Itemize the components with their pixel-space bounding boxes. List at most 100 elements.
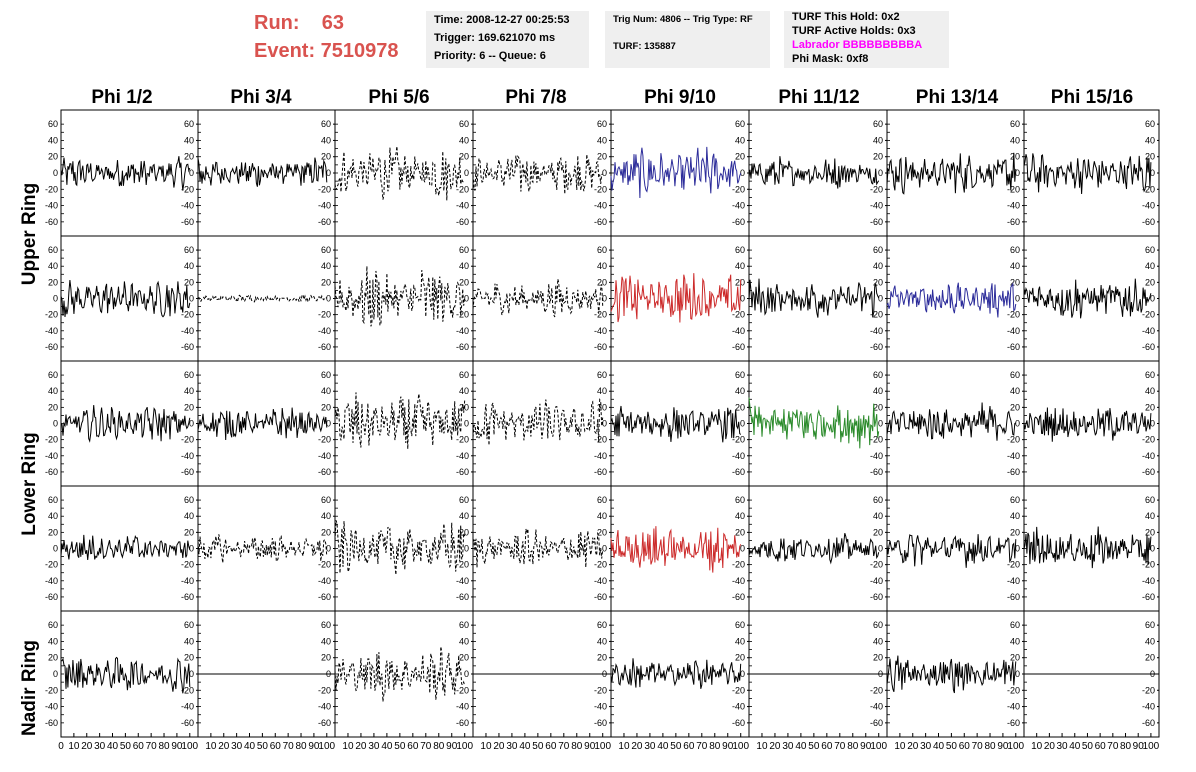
- y-tick-label: -60: [870, 342, 883, 352]
- y-tick-label: 0: [53, 544, 58, 554]
- y-tick-label: -60: [456, 217, 469, 227]
- info-box-time: Time: 2008-12-27 00:25:53 Trigger: 169.6…: [426, 11, 589, 68]
- y-tick-label: 0: [1150, 294, 1155, 304]
- y-tick-label: -20: [594, 435, 607, 445]
- info-box-trig: Trig Num: 4806 -- Trig Type: RF TURF: 13…: [605, 11, 770, 68]
- y-tick-label: -40: [45, 326, 58, 336]
- y-tick-label: 0: [189, 669, 194, 679]
- y-tick-label: -20: [45, 310, 58, 320]
- y-tick-label: 40: [321, 636, 331, 646]
- y-tick-label: 40: [873, 511, 883, 521]
- y-tick-label: 40: [459, 261, 469, 271]
- x-tick-label: 10: [1031, 741, 1043, 752]
- x-tick-label: 20: [631, 741, 643, 752]
- x-tick-label: 100: [1007, 741, 1024, 752]
- y-tick-label: 20: [597, 653, 607, 663]
- y-tick-label: 0: [1015, 419, 1020, 429]
- y-tick-label: -40: [870, 326, 883, 336]
- y-tick-label: 20: [184, 402, 194, 412]
- waveform-trace: [334, 646, 466, 702]
- y-tick-label: -40: [594, 702, 607, 712]
- y-tick-label: -40: [1142, 702, 1155, 712]
- trig-text: Trig Num: 4806 -- Trig Type: RF: [613, 14, 753, 25]
- y-tick-label: 60: [873, 370, 883, 380]
- y-tick-label: 20: [873, 527, 883, 537]
- y-tick-label: -60: [181, 342, 194, 352]
- x-tick-label: 40: [795, 741, 807, 752]
- y-tick-label: -20: [1142, 310, 1155, 320]
- x-tick-label: 90: [860, 741, 872, 752]
- y-tick-label: 20: [184, 653, 194, 663]
- y-tick-label: 20: [459, 152, 469, 162]
- y-tick-label: -20: [1142, 184, 1155, 194]
- waveform-trace: [60, 280, 191, 318]
- y-tick-label: 0: [464, 419, 469, 429]
- y-tick-label: 20: [873, 402, 883, 412]
- x-tick-label: 20: [907, 741, 919, 752]
- y-tick-label: -60: [1142, 718, 1155, 728]
- waveform-trace: [197, 293, 327, 304]
- y-tick-label: 20: [1010, 653, 1020, 663]
- y-tick-label: 40: [597, 386, 607, 396]
- waveform-trace: [748, 278, 880, 318]
- y-tick-label: -40: [1007, 326, 1020, 336]
- y-tick-label: -20: [45, 184, 58, 194]
- y-tick-label: -60: [594, 217, 607, 227]
- y-tick-label: 20: [48, 152, 58, 162]
- y-tick-label: -20: [870, 685, 883, 695]
- waveform-trace: [610, 526, 742, 573]
- y-tick-label: -40: [318, 326, 331, 336]
- y-tick-label: -60: [181, 592, 194, 602]
- x-tick-label: 30: [920, 741, 932, 752]
- y-tick-label: 60: [321, 495, 331, 505]
- y-tick-label: 40: [873, 636, 883, 646]
- x-tick-label: 70: [558, 741, 570, 752]
- y-tick-label: 40: [873, 386, 883, 396]
- x-tick-label: 100: [318, 741, 335, 752]
- y-tick-label: 60: [1010, 620, 1020, 630]
- y-tick-label: 40: [1145, 636, 1155, 646]
- x-tick-label: 50: [1082, 741, 1094, 752]
- y-tick-label: 0: [878, 419, 883, 429]
- x-tick-label: 20: [493, 741, 505, 752]
- y-tick-label: 40: [1010, 261, 1020, 271]
- y-tick-label: 40: [459, 135, 469, 145]
- x-tick-label: 90: [997, 741, 1009, 752]
- y-tick-label: 60: [873, 620, 883, 630]
- y-tick-label: -20: [181, 685, 194, 695]
- y-tick-label: -20: [870, 560, 883, 570]
- y-tick-label: -40: [318, 702, 331, 712]
- y-tick-label: -60: [594, 718, 607, 728]
- y-tick-label: 60: [873, 495, 883, 505]
- y-tick-label: 60: [1145, 620, 1155, 630]
- labrador-text: Labrador BBBBBBBBBA: [792, 39, 923, 51]
- y-tick-label: -60: [1142, 342, 1155, 352]
- x-tick-label: 60: [545, 741, 557, 752]
- x-tick-label: 80: [571, 741, 583, 752]
- x-tick-label: 30: [1057, 741, 1069, 752]
- x-tick-label: 90: [1133, 741, 1145, 752]
- y-tick-label: 0: [53, 168, 58, 178]
- panel-frame: [472, 360, 612, 487]
- y-tick-label: 20: [597, 402, 607, 412]
- y-tick-label: -20: [181, 184, 194, 194]
- col-head-phi-9-10: Phi 9/10: [644, 87, 716, 108]
- y-tick-label: 40: [735, 511, 745, 521]
- priority-text: Priority: 6 -- Queue: 6: [434, 50, 546, 62]
- x-tick-label: 10: [68, 741, 80, 752]
- y-tick-label: -60: [456, 342, 469, 352]
- x-tick-label: 70: [1107, 741, 1119, 752]
- y-tick-label: -40: [732, 201, 745, 211]
- y-tick-label: 60: [321, 370, 331, 380]
- y-tick-label: 0: [878, 294, 883, 304]
- y-tick-label: -40: [1007, 576, 1020, 586]
- x-tick-label: 40: [381, 741, 393, 752]
- y-tick-label: -40: [870, 702, 883, 712]
- y-tick-label: 40: [459, 386, 469, 396]
- waveform-trace: [748, 156, 880, 189]
- info-box-turf: TURF This Hold: 0x2 TURF Active Holds: 0…: [784, 11, 949, 68]
- x-tick-label: 20: [769, 741, 781, 752]
- y-tick-label: -60: [45, 467, 58, 477]
- y-tick-label: -60: [1142, 467, 1155, 477]
